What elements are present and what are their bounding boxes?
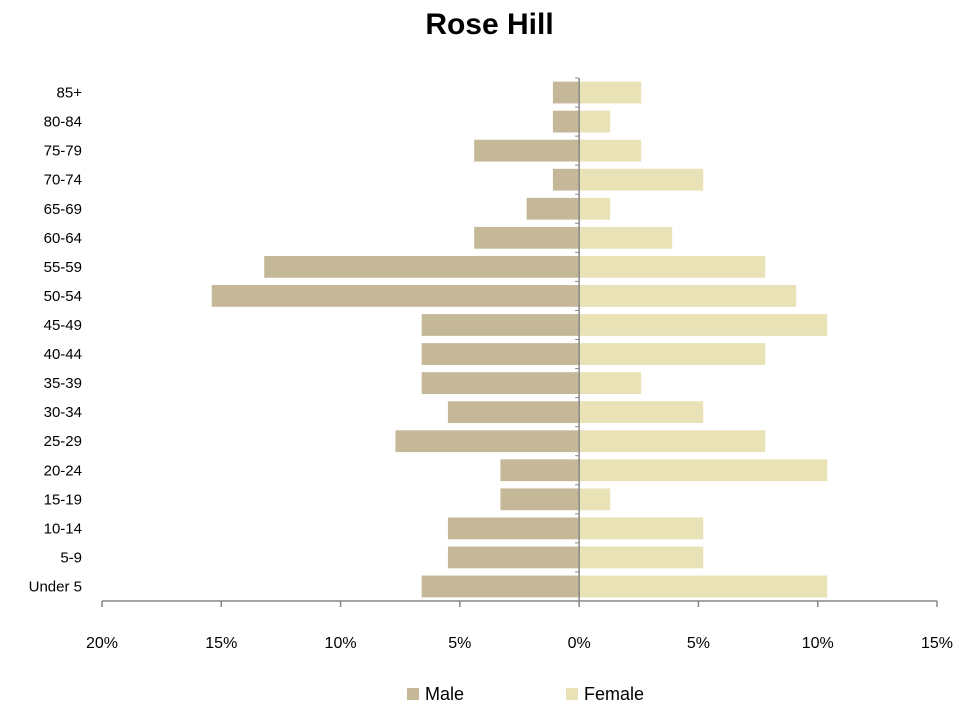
- category-label: 20-24: [44, 462, 82, 479]
- category-label: 45-49: [44, 317, 82, 334]
- bar-female-75-79: [579, 139, 642, 162]
- category-label: 75-79: [44, 143, 82, 160]
- bar-male-60-64: [474, 226, 580, 249]
- x-tick-label: 15%: [921, 635, 953, 652]
- bars-group: [211, 81, 828, 598]
- legend-label-male: Male: [425, 684, 464, 704]
- bar-male-20-24: [500, 459, 580, 482]
- bar-female-80-84: [579, 110, 611, 133]
- bar-female-15-19: [579, 488, 611, 511]
- axes-group: [101, 77, 938, 607]
- category-label: 10-14: [44, 520, 82, 537]
- category-label: 15-19: [44, 491, 82, 508]
- x-tick-label: 10%: [802, 635, 834, 652]
- category-label: 50-54: [44, 288, 82, 305]
- category-label: 25-29: [44, 433, 82, 450]
- bar-female-50-54: [579, 285, 797, 307]
- category-label: 85+: [57, 85, 83, 102]
- bar-female-30-34: [579, 401, 704, 424]
- legend-swatch-female: [566, 688, 578, 700]
- bar-female-55-59: [579, 255, 766, 278]
- bar-male-25-29: [395, 430, 580, 453]
- bar-female-25-29: [579, 430, 766, 453]
- category-label: 5-9: [60, 549, 82, 566]
- bar-male-65-69: [526, 197, 580, 220]
- bar-male-50-54: [211, 285, 580, 307]
- bar-female-40-44: [579, 343, 766, 365]
- bar-male-80-84: [552, 110, 580, 133]
- bar-male-35-39: [421, 372, 580, 394]
- category-labels: Under 5 5-9 10-14 15-19 20-24 25-29 30-34 35-39…: [29, 85, 83, 596]
- x-tick-label: 5%: [687, 635, 710, 652]
- x-tick-label: 20%: [86, 635, 118, 652]
- bar-male-45-49: [421, 314, 580, 336]
- bar-female-70-74: [579, 168, 704, 191]
- x-tick-label: 15%: [205, 635, 237, 652]
- bar-female-10-14: [579, 517, 704, 540]
- bar-female-35-39: [579, 372, 642, 394]
- x-tick-labels: 20% 15% 10% 5% 0% 5% 10% 15%: [86, 635, 953, 652]
- x-tick-label: 10%: [325, 635, 357, 652]
- bar-male-under-5: [421, 575, 580, 598]
- bar-female-20-24: [579, 459, 828, 482]
- bar-female-under-5: [579, 575, 828, 598]
- bar-male-85+: [552, 81, 580, 104]
- bar-male-75-79: [474, 139, 580, 162]
- bar-male-30-34: [447, 401, 580, 424]
- category-label: 40-44: [44, 346, 82, 363]
- bar-male-70-74: [552, 168, 580, 191]
- bar-female-5-9: [579, 546, 704, 569]
- x-tick-label: 5%: [448, 635, 471, 652]
- bar-female-65-69: [579, 197, 611, 220]
- bar-female-85+: [579, 81, 642, 104]
- bar-female-45-49: [579, 314, 828, 336]
- category-label: 65-69: [44, 201, 82, 218]
- category-label: 30-34: [44, 404, 82, 421]
- bar-female-60-64: [579, 226, 673, 249]
- legend-label-female: Female: [584, 684, 644, 704]
- category-label: 35-39: [44, 375, 82, 392]
- bar-male-10-14: [447, 517, 580, 540]
- bar-male-15-19: [500, 488, 580, 511]
- bar-male-40-44: [421, 343, 580, 365]
- legend-swatch-male: [407, 688, 419, 700]
- bar-male-5-9: [447, 546, 580, 569]
- category-label: 55-59: [44, 259, 82, 276]
- category-label: Under 5: [29, 578, 82, 595]
- legend: Male Female: [407, 684, 644, 704]
- bar-male-55-59: [264, 255, 580, 278]
- x-tick-label: 0%: [568, 635, 591, 652]
- chart-title: Rose Hill: [425, 8, 554, 41]
- category-label: 80-84: [44, 114, 82, 131]
- category-label: 60-64: [44, 230, 82, 247]
- category-label: 70-74: [44, 172, 82, 189]
